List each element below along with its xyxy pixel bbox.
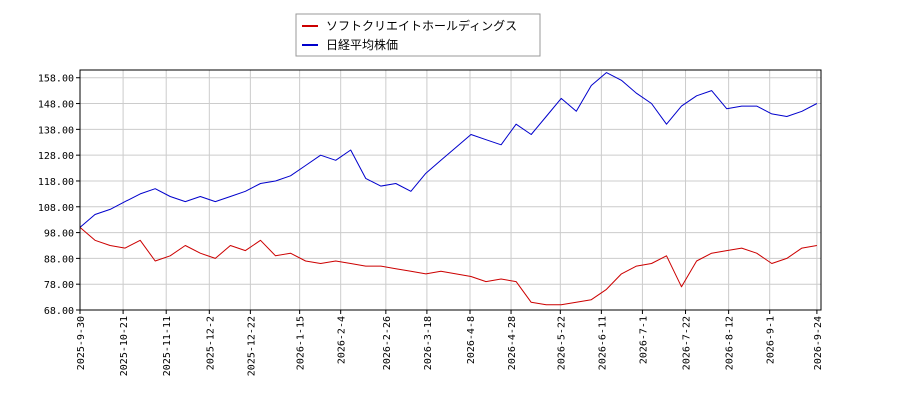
x-tick-label: 2025-12-2 — [205, 316, 216, 370]
y-tick-label: 128.00 — [38, 151, 74, 162]
series-group — [79, 72, 818, 306]
x-tick-label: 2026-1-15 — [296, 316, 307, 370]
y-tick-label: 158.00 — [38, 74, 74, 85]
x-tick-label: 2026-5-22 — [556, 316, 567, 370]
x-tick-label: 2026-4-8 — [466, 316, 477, 364]
x-tick-label: 2026-3-18 — [423, 316, 434, 370]
plot-frame — [79, 69, 822, 311]
x-axis: 2025-9-30 2025-10-21 2025-11-11 2025-12-2 20… — [76, 310, 824, 376]
y-axis: 158.00 148.00 138.00 128.00 118.00 108.00 98.0… — [38, 74, 80, 317]
x-tick-label: 2026-4-28 — [507, 316, 518, 370]
grid — [79, 70, 821, 311]
legend-label-nikkei: 日経平均株価 — [326, 37, 398, 52]
y-tick-label: 108.00 — [38, 203, 74, 214]
series-line-stock — [79, 227, 817, 306]
legend: ソフトクリエイトホールディングス 日経平均株価 — [295, 13, 541, 57]
y-tick-label: 88.00 — [44, 254, 74, 265]
y-tick-label: 68.00 — [44, 306, 74, 317]
x-tick-label: 2025-9-30 — [76, 316, 87, 370]
x-tick-label: 2026-7-1 — [638, 316, 649, 364]
legend-label-stock: ソフトクリエイトホールディングス — [326, 18, 517, 33]
x-tick-label: 2025-11-11 — [162, 316, 173, 376]
x-tick-label: 2026-8-12 — [725, 316, 736, 370]
x-tick-label: 2026-2-4 — [337, 316, 348, 364]
y-tick-label: 118.00 — [38, 177, 74, 188]
x-tick-label: 2026-9-24 — [813, 316, 824, 370]
legend-box — [295, 13, 541, 57]
x-tick-label: 2025-10-21 — [119, 316, 130, 376]
y-tick-label: 148.00 — [38, 100, 74, 111]
x-tick-label: 2025-12-22 — [246, 316, 257, 376]
x-tick-label: 2026-9-1 — [766, 316, 777, 364]
y-tick-label: 78.00 — [44, 280, 74, 291]
y-tick-label: 138.00 — [38, 125, 74, 136]
x-tick-label: 2026-6-11 — [597, 316, 608, 370]
x-tick-label: 2026-2-26 — [382, 316, 393, 370]
series-line-nikkei — [79, 72, 818, 228]
y-tick-label: 98.00 — [44, 229, 74, 240]
x-tick-label: 2026-7-22 — [682, 316, 693, 370]
